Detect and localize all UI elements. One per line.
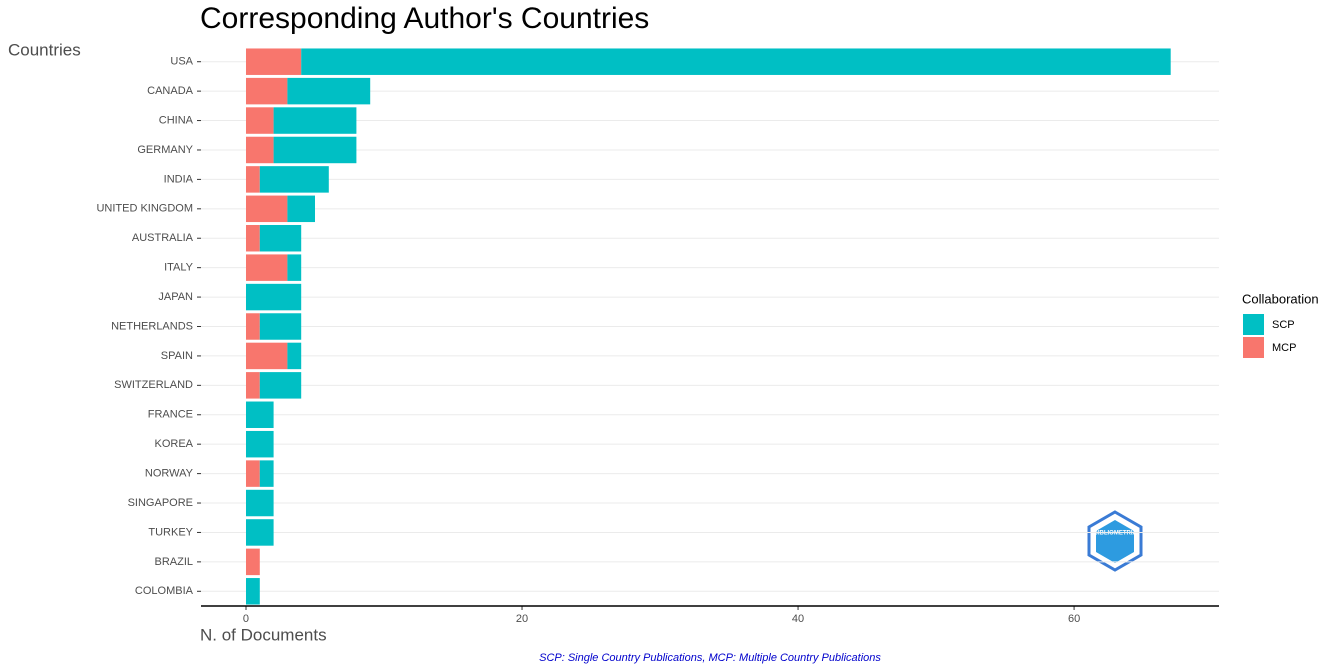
y-tick-label: CANADA <box>147 85 194 97</box>
x-tick-label: 0 <box>243 613 249 625</box>
legend-title: Collaboration <box>1242 291 1319 306</box>
bar <box>259 166 329 193</box>
bar <box>245 48 302 75</box>
logo: BIBLIOMETRIX <box>1087 510 1143 572</box>
y-tick-label: SINGAPORE <box>128 497 193 509</box>
y-tick-label: SWITZERLAND <box>114 379 193 391</box>
bar <box>245 519 274 546</box>
y-tick-label: CHINA <box>159 114 194 126</box>
caption: SCP: Single Country Publications, MCP: M… <box>539 652 881 664</box>
chart-title: Corresponding Author's Countries <box>200 2 649 35</box>
legend-swatch <box>1243 314 1264 335</box>
x-axis-label: N. of Documents <box>200 625 327 644</box>
bar <box>259 460 274 487</box>
bar <box>245 195 288 223</box>
bar <box>287 254 302 281</box>
y-tick-label: FRANCE <box>148 409 193 421</box>
bar <box>245 460 260 487</box>
bar <box>245 77 288 105</box>
bar <box>245 578 260 605</box>
bar <box>245 548 260 576</box>
y-tick-label: COLOMBIA <box>135 585 194 597</box>
bar <box>245 166 260 193</box>
bar <box>273 136 357 164</box>
y-axis-label: Countries <box>8 40 81 59</box>
y-tick-label: AUSTRALIA <box>132 232 194 244</box>
y-tick-label: TURKEY <box>148 526 193 538</box>
logo-text: BIBLIOMETRIX <box>1094 531 1137 537</box>
y-tick-label: NETHERLANDS <box>111 320 193 332</box>
legend-swatch <box>1243 337 1264 358</box>
bar <box>245 401 274 429</box>
legend-label: MCP <box>1272 342 1296 354</box>
bar <box>245 283 302 311</box>
y-tick-label: UNITED KINGDOM <box>96 203 193 215</box>
bar <box>259 372 302 399</box>
bar <box>287 77 371 105</box>
bar <box>245 254 288 281</box>
y-tick-label: BRAZIL <box>154 556 193 568</box>
y-tick-label: ITALY <box>164 262 194 274</box>
bar <box>245 489 274 517</box>
bar <box>259 313 302 340</box>
y-tick-label: SPAIN <box>161 350 193 362</box>
bar <box>245 372 260 399</box>
bar <box>259 224 302 252</box>
bar <box>287 195 316 223</box>
bar <box>301 48 1171 75</box>
y-tick-label: KOREA <box>154 438 193 450</box>
legend-label: SCP <box>1272 319 1295 331</box>
bar <box>245 342 288 370</box>
x-tick-label: 60 <box>1068 613 1080 625</box>
x-tick-label: 20 <box>516 613 528 625</box>
bar <box>245 136 274 164</box>
y-tick-label: GERMANY <box>137 144 193 156</box>
y-tick-label: INDIA <box>164 173 194 185</box>
bar <box>273 107 357 134</box>
bar <box>245 430 274 458</box>
bar <box>245 313 260 340</box>
bar <box>287 342 302 370</box>
x-tick-label: 40 <box>792 613 804 625</box>
y-tick-label: USA <box>170 56 193 68</box>
y-tick-label: NORWAY <box>145 468 194 480</box>
bar <box>245 224 260 252</box>
y-tick-label: JAPAN <box>158 291 193 303</box>
bar <box>245 107 274 134</box>
